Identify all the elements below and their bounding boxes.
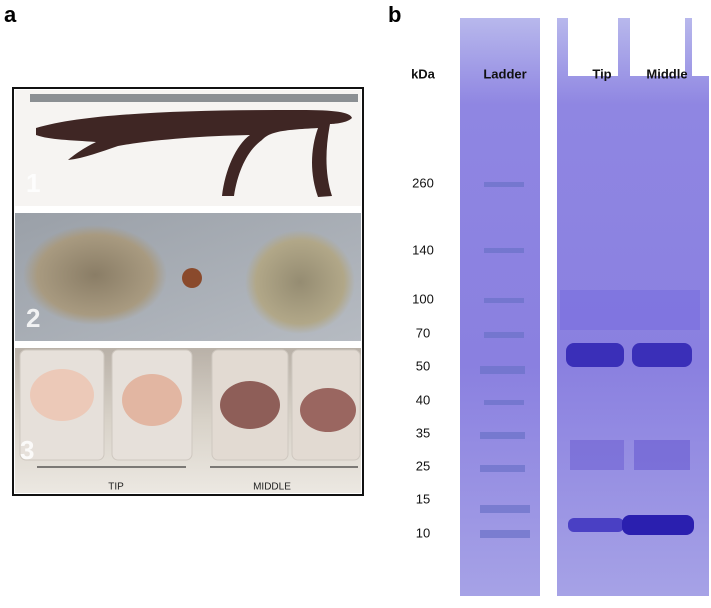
- sample: [300, 388, 356, 432]
- marker-label: 15: [416, 491, 430, 506]
- marker-label: 70: [416, 325, 430, 340]
- group-label: TIP: [108, 482, 124, 493]
- gel-ladder: [460, 18, 540, 596]
- photo-number: 2: [26, 303, 40, 333]
- marker-label: 25: [416, 458, 430, 473]
- antler: [36, 110, 352, 197]
- sample-bands: [560, 290, 700, 535]
- lane-label: Ladder: [483, 66, 526, 81]
- marker-label: 50: [416, 358, 430, 373]
- unit-label: kDa: [411, 66, 436, 81]
- lane-label: Middle: [646, 66, 687, 81]
- marker-label: 40: [416, 392, 430, 407]
- powder-middle: [245, 230, 355, 334]
- marker-label: 140: [412, 242, 434, 257]
- marker-label: 100: [412, 291, 434, 306]
- marker-label: 35: [416, 425, 430, 440]
- marker-label: 260: [412, 175, 434, 190]
- panel-label: a: [4, 2, 17, 27]
- powder-tip: [23, 225, 167, 325]
- photo-number: 3: [20, 435, 34, 465]
- well: [630, 18, 685, 76]
- ruler: [30, 94, 358, 102]
- photo-number: 1: [26, 168, 40, 198]
- sample: [30, 369, 94, 421]
- ladder-bands: [480, 182, 530, 538]
- well: [568, 18, 618, 76]
- marker-label: 10: [416, 525, 430, 540]
- panel-label: b: [388, 2, 401, 27]
- sample: [122, 374, 182, 426]
- photo-antler: [15, 90, 361, 206]
- sample: [220, 381, 280, 429]
- lane-label: Tip: [592, 66, 611, 81]
- coin: [182, 268, 202, 288]
- group-label: MIDDLE: [253, 482, 291, 493]
- well: [692, 18, 709, 76]
